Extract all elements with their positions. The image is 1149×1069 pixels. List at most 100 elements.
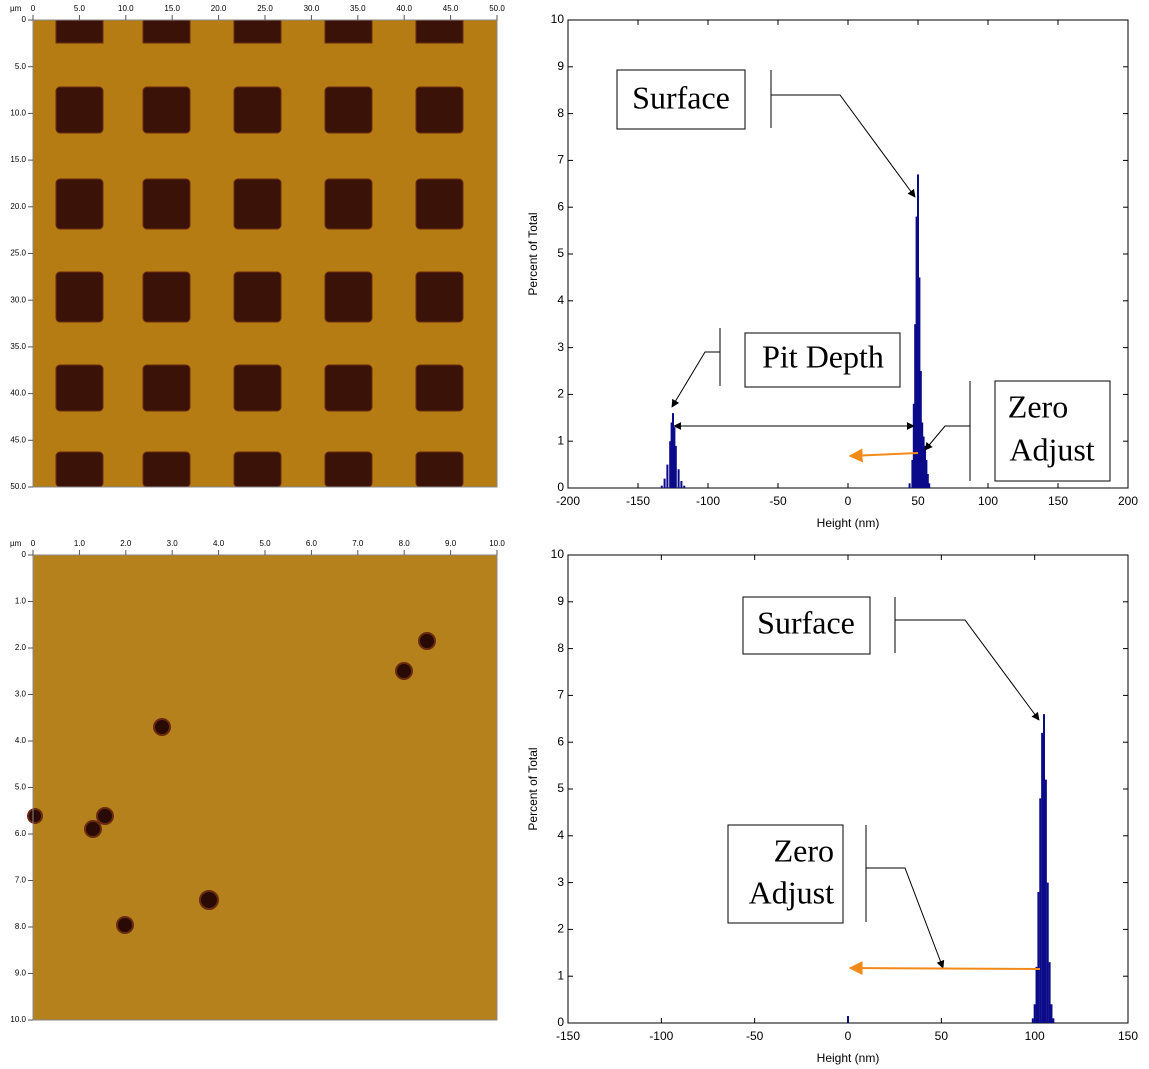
y-tick-label: 9.0 xyxy=(15,969,27,978)
y-tick-label: 0 xyxy=(557,480,564,494)
x-tick-label: 9.0 xyxy=(445,539,457,548)
x-tick-label: 0 xyxy=(845,494,852,508)
y-tick-label: 2 xyxy=(557,922,564,936)
annotation: Surface xyxy=(757,604,855,640)
x-tick-label: 100 xyxy=(978,494,998,508)
x-tick-label: 150 xyxy=(1048,494,1068,508)
pit xyxy=(234,272,281,322)
page: {"chart_data": [ {"type": "image", "x_un… xyxy=(0,0,1149,1069)
y-tick-label: 3 xyxy=(557,340,564,354)
pit xyxy=(56,452,103,487)
pit xyxy=(143,179,190,229)
bar xyxy=(1050,1004,1052,1023)
y-tick-label: 0 xyxy=(22,15,27,24)
y-tick-label: 6 xyxy=(557,734,564,748)
annotation: Adjust xyxy=(1009,431,1094,467)
x-tick-label: 200 xyxy=(1118,494,1138,508)
x-tick-label: 20.0 xyxy=(211,4,227,13)
bar xyxy=(1037,892,1039,1023)
y-tick-label: 5.0 xyxy=(15,783,27,792)
y-tick-label: 2.0 xyxy=(15,643,27,652)
pit xyxy=(56,20,103,43)
y-tick-label: 4 xyxy=(557,293,564,307)
pit xyxy=(416,87,463,133)
pit xyxy=(234,365,281,411)
y-tick-label: 25.0 xyxy=(10,249,26,258)
pit xyxy=(56,87,103,133)
x-tick-label: 40.0 xyxy=(396,4,412,13)
y-tick-label: 50.0 xyxy=(10,482,26,491)
y-tick-label: 5 xyxy=(557,781,564,795)
bar xyxy=(1052,1018,1054,1023)
pit xyxy=(325,87,372,133)
y-axis-label: Percent of Total xyxy=(526,747,540,830)
y-axis-label: Percent of Total xyxy=(526,212,540,295)
pit xyxy=(416,179,463,229)
x-tick-label: 0 xyxy=(31,4,36,13)
y-tick-label: 35.0 xyxy=(10,342,26,351)
y-tick-label: 8 xyxy=(557,106,564,120)
bar xyxy=(675,446,677,488)
pit xyxy=(143,365,190,411)
y-tick-label: 4 xyxy=(557,828,564,842)
x-tick-label: 0 xyxy=(31,539,36,548)
y-tick-label: 7 xyxy=(557,153,564,167)
annotation: Adjust xyxy=(749,874,834,910)
pit xyxy=(416,365,463,411)
x-tick-label: 5.0 xyxy=(74,4,86,13)
bar xyxy=(1041,733,1043,1023)
y-tick-label: 8.0 xyxy=(15,922,27,931)
x-tick-label: 0 xyxy=(845,1029,852,1043)
x-tick-label: 50 xyxy=(935,1029,949,1043)
x-tick-label: 5.0 xyxy=(259,539,271,548)
pit xyxy=(56,179,103,229)
y-tick-label: 8 xyxy=(557,641,564,655)
y-tick-label: 0 xyxy=(557,1015,564,1029)
x-tick-label: -100 xyxy=(649,1029,673,1043)
pit xyxy=(325,365,372,411)
y-tick-label: 10.0 xyxy=(10,109,26,118)
bar xyxy=(909,483,911,488)
x-tick-label: 100 xyxy=(1025,1029,1045,1043)
x-tick-label: 10.0 xyxy=(118,4,134,13)
x-tick-label: 7.0 xyxy=(352,539,364,548)
y-tick-label: 1 xyxy=(557,433,564,447)
y-tick-label: 6 xyxy=(557,199,564,213)
figure: µm05.010.015.020.025.030.035.040.045.050… xyxy=(0,0,1149,1069)
y-tick-label: 5.0 xyxy=(15,62,27,71)
bar xyxy=(1032,1018,1034,1023)
pit xyxy=(143,87,190,133)
y-tick-label: 10 xyxy=(551,12,565,26)
x-tick-label: 25.0 xyxy=(257,4,273,13)
y-tick-label: 40.0 xyxy=(10,389,26,398)
pit xyxy=(143,20,190,43)
pit xyxy=(56,365,103,411)
afm-image xyxy=(33,555,497,1020)
x-tick-label: 50.0 xyxy=(489,4,505,13)
y-tick-label: 9 xyxy=(557,59,564,73)
x-axis-label: Height (nm) xyxy=(817,1051,880,1065)
pit xyxy=(416,272,463,322)
y-tick-label: 15.0 xyxy=(10,155,26,164)
y-tick-label: 30.0 xyxy=(10,295,26,304)
x-tick-label: 6.0 xyxy=(306,539,318,548)
y-tick-label: 10.0 xyxy=(10,1015,26,1024)
pit xyxy=(234,87,281,133)
bar xyxy=(1047,883,1049,1023)
bar xyxy=(1034,1004,1036,1023)
pit xyxy=(56,272,103,322)
x-tick-label: 150 xyxy=(1118,1029,1138,1043)
pit xyxy=(234,179,281,229)
bar xyxy=(666,465,668,488)
annotation: Zero xyxy=(1008,388,1068,424)
x-tick-label: -50 xyxy=(746,1029,764,1043)
pit xyxy=(234,20,281,43)
x-tick-label: -100 xyxy=(696,494,720,508)
x-tick-label: 10.0 xyxy=(489,539,505,548)
y-tick-label: 20.0 xyxy=(10,202,26,211)
bar xyxy=(1043,714,1045,1023)
pit xyxy=(325,452,372,487)
x-tick-label: -200 xyxy=(556,494,580,508)
y-tick-label: 3 xyxy=(557,875,564,889)
x-tick-label: 50 xyxy=(911,494,925,508)
